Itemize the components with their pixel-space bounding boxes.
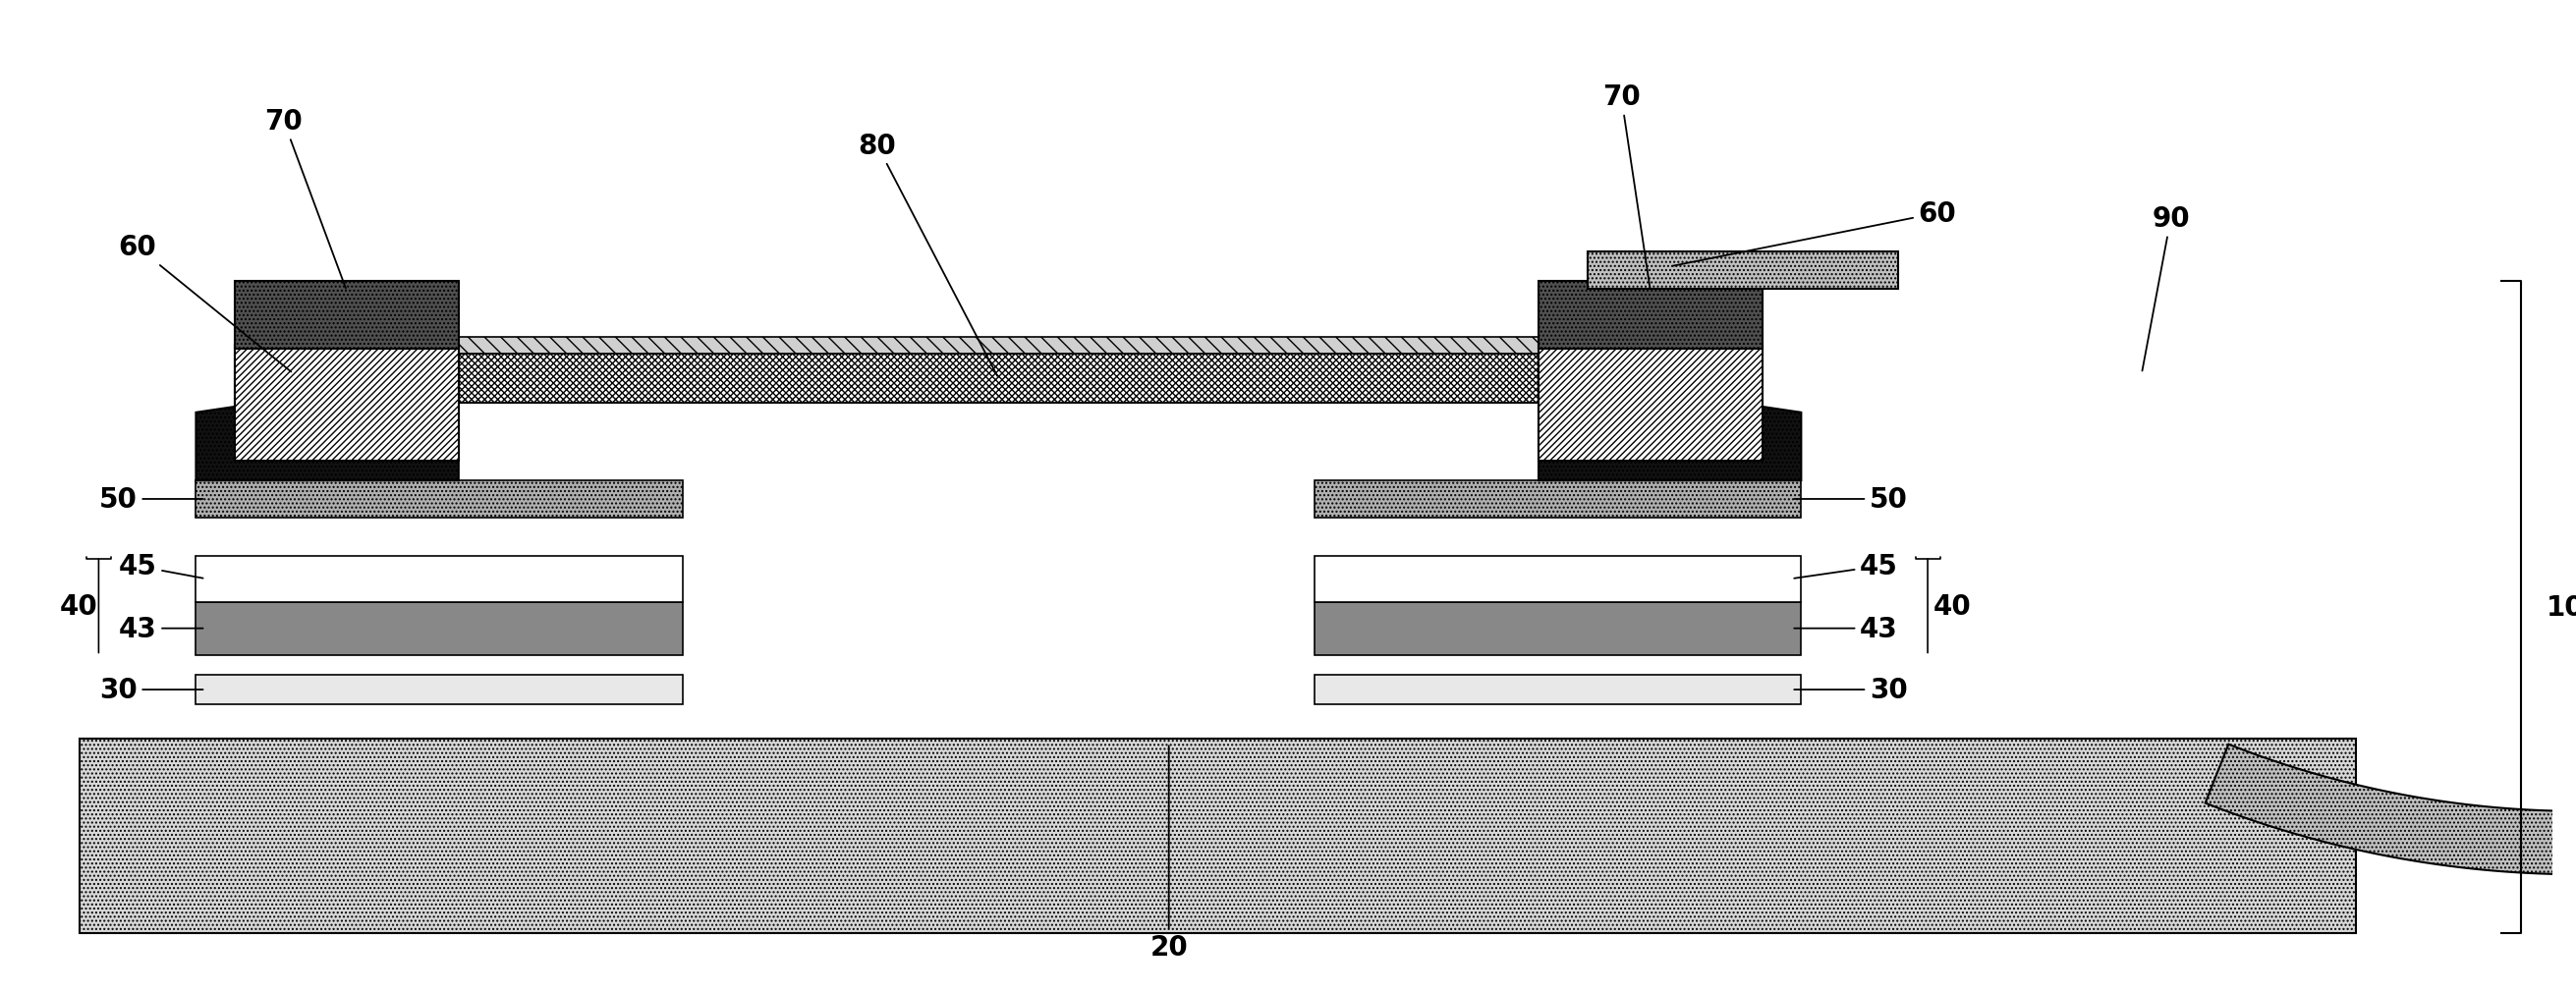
Text: 40: 40	[1932, 593, 1971, 620]
Text: 10: 10	[2545, 594, 2576, 621]
Polygon shape	[2205, 210, 2576, 875]
Text: 45: 45	[1793, 553, 1899, 580]
Bar	[234, 345, 459, 462]
Text: 43: 43	[118, 615, 204, 642]
Bar	[196, 603, 683, 655]
Bar	[196, 481, 683, 518]
Bar	[459, 338, 1538, 355]
Bar	[234, 282, 459, 350]
Text: 80: 80	[858, 132, 997, 376]
Bar	[1587, 252, 1899, 290]
Polygon shape	[1538, 374, 1801, 481]
Text: 20: 20	[1149, 746, 1188, 961]
Bar	[459, 355, 1538, 403]
Text: 60: 60	[1672, 200, 1955, 267]
Bar	[196, 557, 683, 603]
Text: 45: 45	[118, 553, 204, 580]
Bar	[1314, 557, 1801, 603]
Bar	[1314, 481, 1801, 518]
Text: 70: 70	[265, 107, 345, 289]
Bar	[234, 345, 459, 462]
Text: 30: 30	[98, 676, 204, 704]
Text: 70: 70	[1602, 83, 1651, 289]
Bar	[80, 739, 2354, 932]
Text: 90: 90	[2143, 205, 2190, 371]
Text: 50: 50	[98, 486, 204, 513]
Bar	[1314, 675, 1801, 704]
Text: 50: 50	[1795, 486, 1909, 513]
Text: 43: 43	[1795, 615, 1899, 642]
Text: 30: 30	[1795, 676, 1909, 704]
Bar	[196, 675, 683, 704]
Text: 40: 40	[59, 593, 98, 620]
Bar	[1538, 282, 1762, 350]
Polygon shape	[196, 374, 459, 481]
Bar	[1538, 345, 1762, 462]
Bar	[1314, 603, 1801, 655]
Text: 60: 60	[118, 234, 291, 372]
